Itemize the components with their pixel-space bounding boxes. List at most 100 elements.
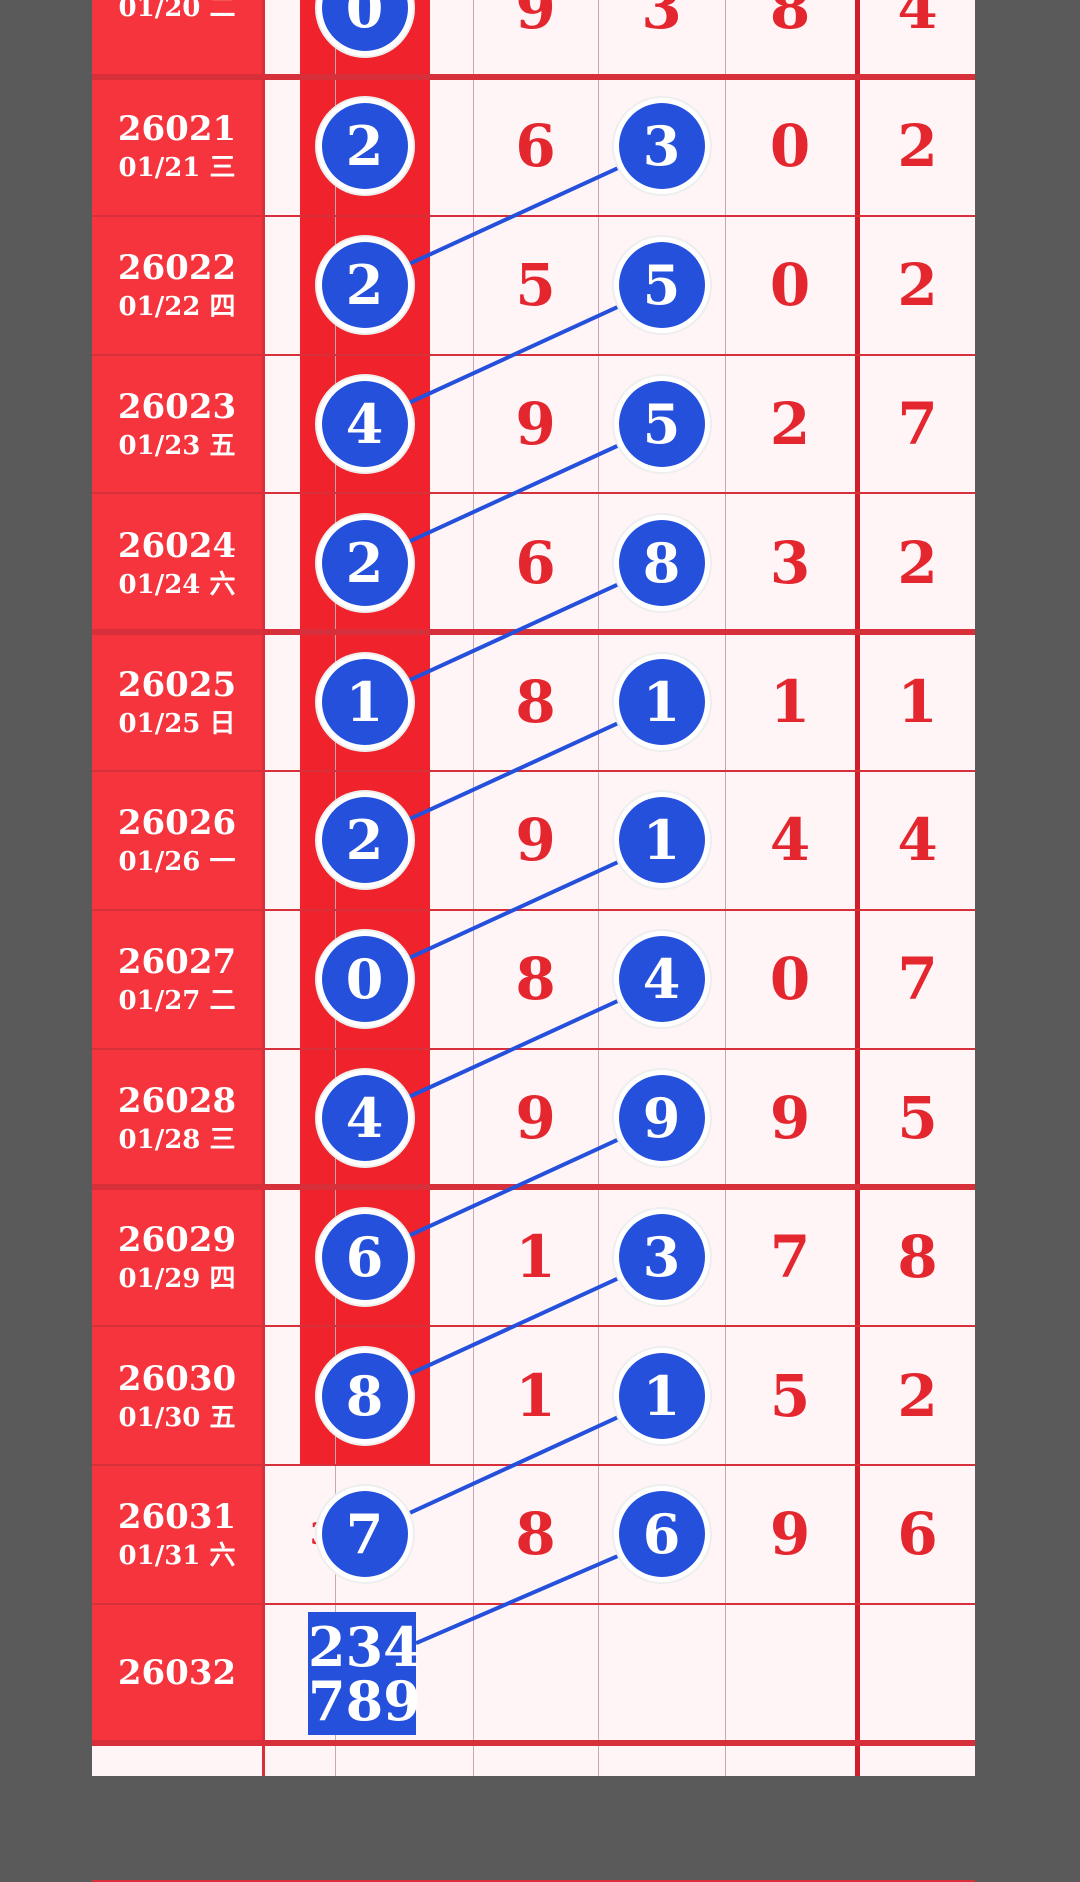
digit: 7: [769, 1222, 811, 1291]
issue-number: 26032: [117, 1653, 237, 1694]
digit-cell: 7: [725, 1187, 855, 1326]
ball-digit: 8: [618, 519, 705, 606]
digit-cell: 8: [473, 632, 598, 771]
digit-cell: 8: [598, 493, 725, 632]
digit-cell: 6: [473, 77, 598, 216]
ball-digit: 2: [321, 797, 408, 884]
ball-digit: 6: [618, 1491, 705, 1578]
digit-cell: 0: [725, 77, 855, 216]
digit: 2: [897, 528, 938, 597]
digit-cell: 8: [473, 910, 598, 1049]
digit: 6: [897, 1500, 938, 1569]
issue-number: 26029: [117, 1219, 237, 1260]
digit-cell: 2: [860, 493, 975, 632]
digit-cell: 0: [300, 910, 429, 1049]
digit-cell: 9: [473, 0, 598, 77]
row-divider: [92, 1047, 975, 1050]
issue-cell: 26025 01/25 日: [92, 632, 262, 771]
row-divider: [92, 492, 975, 495]
issue-cell: 26024 01/24 六: [92, 493, 262, 633]
trend-line: [405, 580, 623, 684]
digit-cell: 9: [473, 355, 598, 494]
column-divider: [262, 0, 265, 1776]
digit-cell: 4: [300, 1049, 429, 1188]
digit-cell: 8: [860, 1187, 975, 1326]
digit: 9: [769, 1083, 811, 1152]
digit-cell: 5: [598, 216, 725, 355]
ball-digit: 0: [321, 936, 408, 1023]
digit-cell: 3: [598, 77, 725, 216]
digit: 2: [897, 251, 938, 320]
trend-line: [405, 303, 623, 406]
digit-cell: 9: [473, 771, 598, 910]
digit-cell: 4: [598, 910, 725, 1049]
digit-cell: 7: [860, 355, 975, 494]
column-divider: [473, 0, 474, 1776]
digit-cell: 6: [473, 493, 598, 632]
digit-cell: 1: [598, 632, 725, 771]
ball-digit: 1: [618, 797, 705, 884]
trend-lines: [405, 164, 623, 1646]
issue-cell: 26030 01/30 五: [92, 1326, 262, 1465]
row-divider: [92, 74, 975, 80]
draw-date: 01/22 四: [118, 292, 236, 323]
issue-number: 26027: [117, 942, 237, 983]
row-divider: [92, 214, 975, 217]
digit: 0: [769, 251, 811, 320]
column-divider: [598, 0, 599, 1776]
trend-chart-board: 01/20 二22093842602101/21 三11263022602201…: [92, 0, 975, 1882]
digit-cell: 2: [860, 1326, 975, 1465]
digit-cell: 1: [598, 1326, 725, 1465]
issue-cell: 26027 01/27 二: [92, 909, 262, 1049]
digit: 8: [515, 945, 556, 1014]
issue-cell: 26028 01/28 三: [92, 1048, 262, 1188]
digit-cell: 4: [860, 771, 975, 910]
issue-cell: 01/20 二: [92, 0, 262, 77]
digit-cell: 6: [860, 1465, 975, 1604]
trend-line: [405, 1274, 623, 1378]
digit: 5: [897, 1083, 938, 1152]
digit-cell: 0: [300, 0, 429, 77]
trend-line: [405, 719, 623, 823]
ball-digit: 3: [618, 1213, 705, 1300]
draw-date: 01/20 二: [118, 0, 236, 23]
draw-date: 01/24 六: [118, 569, 236, 600]
digit-cell: 9: [725, 1465, 855, 1604]
ball-digit: 8: [321, 1352, 408, 1439]
issue-number: 26021: [117, 109, 237, 150]
digit-cell: 2: [300, 216, 429, 355]
digit-cell: 8: [300, 1326, 429, 1465]
issue-cell: 26029 01/29 四: [92, 1187, 262, 1327]
digit-cell: 2: [300, 77, 429, 216]
trend-line: [415, 1552, 623, 1646]
digit: 6: [515, 112, 556, 181]
draw-date: 01/26 一: [118, 847, 236, 878]
digit-cell: 5: [725, 1326, 855, 1465]
prediction-box: 234 789: [308, 1611, 421, 1735]
prediction-digits: 234: [308, 1614, 421, 1679]
draw-date: 01/28 三: [118, 1124, 236, 1155]
digit-cell: 4: [300, 355, 429, 494]
row-divider: [92, 629, 975, 636]
digit: 2: [769, 389, 811, 458]
ball-digit: 7: [321, 1491, 408, 1578]
digit: 7: [897, 389, 938, 458]
trend-line: [405, 997, 623, 1100]
row-divider: [92, 1464, 975, 1466]
ball-digit: 2: [321, 103, 408, 190]
digit: 8: [515, 667, 556, 736]
row-divider: [92, 1602, 975, 1605]
digit: 9: [769, 1500, 811, 1569]
digit-cell: 3: [725, 493, 855, 632]
digit-cell: 9: [725, 1049, 855, 1188]
digit: 9: [515, 0, 556, 42]
digit-cell: 6: [300, 1187, 429, 1326]
digit-cell: 0: [725, 910, 855, 1049]
digit: 3: [769, 528, 811, 597]
digit: 9: [515, 389, 556, 458]
digit: 5: [515, 251, 556, 320]
digit-cell: 7: [860, 910, 975, 1049]
draw-date: 01/27 二: [118, 986, 236, 1017]
digit-cell: 7: [300, 1465, 429, 1604]
issue-cell: 26031 01/31 六: [92, 1465, 262, 1604]
